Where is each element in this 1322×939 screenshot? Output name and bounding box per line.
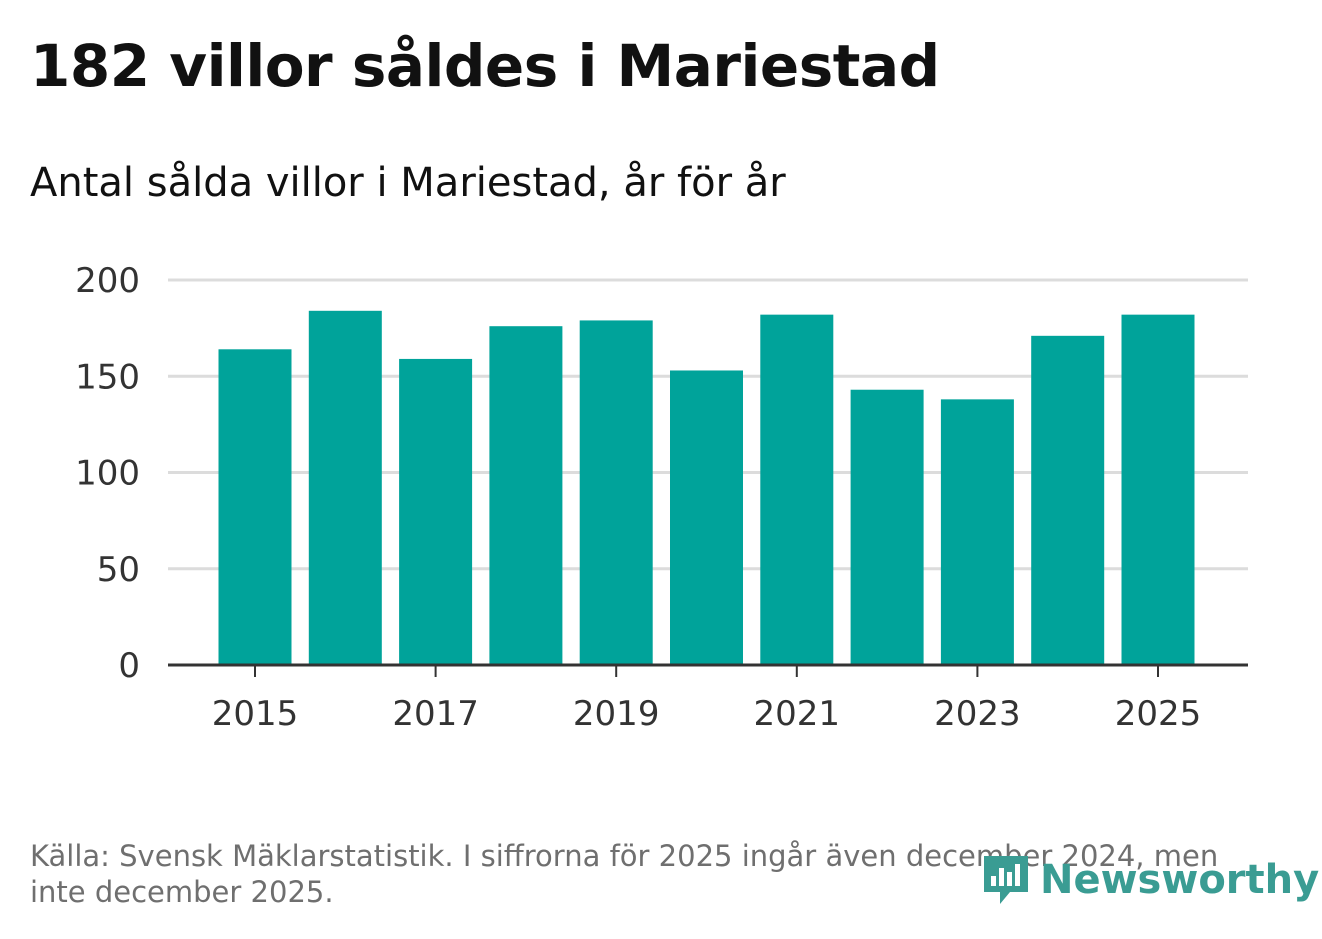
- x-tick-label: 2021: [754, 694, 841, 734]
- x-tick-label: 2019: [573, 694, 660, 734]
- bar-2022: [850, 389, 924, 665]
- x-tick-label: 2025: [1115, 694, 1202, 734]
- y-tick-label: 100: [75, 454, 140, 494]
- bar-chart: 0 50 100 150 200 2015 2017 2019 2021 2023 2025: [75, 261, 1248, 734]
- bar-2023: [940, 399, 1014, 665]
- y-tick-label: 50: [97, 550, 140, 590]
- logo-text: Newsworthy: [1040, 857, 1320, 903]
- x-tick-label: 2023: [934, 694, 1021, 734]
- y-tick-label: 200: [75, 261, 140, 301]
- bar-2017: [399, 358, 473, 665]
- chart-subtitle: Antal sålda villor i Mariestad, år för å…: [30, 160, 786, 206]
- x-tick-label: 2017: [392, 694, 479, 734]
- newsworthy-logo: Newsworthy: [980, 852, 1319, 908]
- y-tick-label: 150: [75, 357, 140, 397]
- bar-2025: [1121, 314, 1195, 665]
- chart-title: 182 villor såldes i Mariestad: [30, 32, 940, 100]
- y-tick-label: 0: [118, 646, 140, 686]
- bar-chart-speech-bubble-icon: [984, 856, 1028, 904]
- bar-2020: [670, 370, 743, 665]
- bar-2019: [579, 320, 653, 665]
- bar-2018: [489, 326, 563, 665]
- bar-2024: [1031, 335, 1105, 665]
- bar-2021: [760, 314, 834, 665]
- bar-2015: [218, 349, 292, 665]
- bar-2016: [308, 310, 382, 665]
- x-tick-label: 2015: [212, 694, 299, 734]
